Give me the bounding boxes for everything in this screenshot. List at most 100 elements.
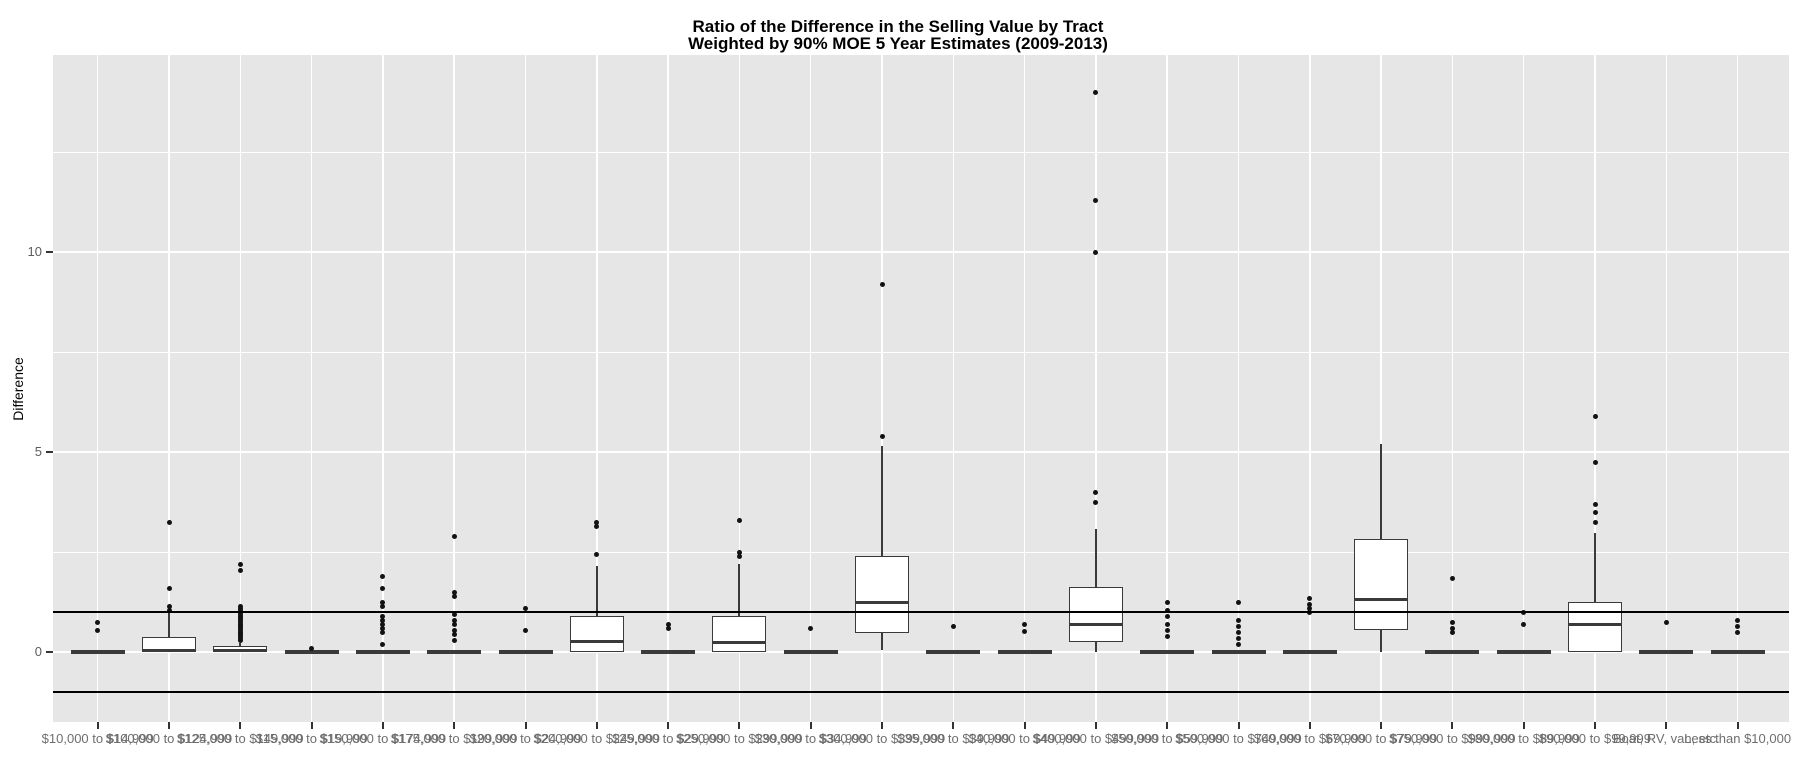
outlier-point xyxy=(879,433,885,439)
outlier-point xyxy=(380,625,386,631)
boxplot-collapsed xyxy=(997,650,1052,654)
outlier-point xyxy=(1236,641,1241,647)
outlier-point xyxy=(451,593,457,599)
outlier-point xyxy=(1093,89,1099,95)
boxplot-box xyxy=(855,556,909,633)
x-axis-tick xyxy=(809,722,812,729)
outlier-point xyxy=(1236,635,1241,641)
gridline-major xyxy=(53,451,1789,453)
outlier-point xyxy=(1164,607,1170,613)
x-axis-tick-label: $80,000 to $89,999 xyxy=(1467,731,1580,746)
outlier-point xyxy=(451,631,457,637)
gridline-vertical xyxy=(310,55,313,722)
boxplot-collapsed xyxy=(1140,650,1195,654)
boxplot-whisker-upper xyxy=(1594,533,1596,602)
x-axis-tick xyxy=(595,722,598,729)
y-axis-tick-label: 5 xyxy=(34,444,42,459)
gridline-vertical xyxy=(881,55,883,722)
x-axis-tick-label: $125,000 to $149,999 xyxy=(177,731,304,746)
gridline-vertical xyxy=(168,55,170,722)
outlier-point xyxy=(736,553,742,559)
boxplot-whisker-upper xyxy=(1380,444,1383,540)
x-axis-tick xyxy=(1308,722,1311,729)
y-axis-tick xyxy=(46,651,53,653)
boxplot-collapsed xyxy=(427,650,482,654)
x-axis-tick-label: $100,000 to $124,999 xyxy=(105,731,233,746)
outlier-point xyxy=(1164,613,1170,619)
outlier-point xyxy=(237,567,243,573)
x-axis-tick xyxy=(239,722,242,729)
x-axis-tick-label: $15,000 to $19,999 xyxy=(255,731,368,746)
boxplot-box xyxy=(1568,602,1622,652)
outlier-point xyxy=(451,637,457,643)
gridline-vertical xyxy=(952,55,955,722)
x-axis-tick xyxy=(738,722,741,729)
boxplot-collapsed xyxy=(1496,650,1551,654)
gridline-vertical xyxy=(1665,55,1668,722)
outlier-point xyxy=(1093,499,1099,505)
boxplot-median xyxy=(1354,597,1409,601)
gridline-minor xyxy=(53,551,1789,553)
outlier-point xyxy=(1592,502,1598,508)
gridline-vertical xyxy=(1522,55,1525,722)
x-axis-tick-label: $35,000 to $39,999 xyxy=(897,731,1010,746)
outlier-point xyxy=(1236,629,1241,635)
outlier-point xyxy=(950,624,956,630)
gridline-vertical xyxy=(809,55,812,722)
outlier-point xyxy=(1449,575,1455,581)
chart-title-line2: Weighted by 90% MOE 5 Year Estimates (20… xyxy=(688,34,1108,53)
outlier-point xyxy=(380,617,386,623)
outlier-point xyxy=(1521,622,1527,628)
x-axis-tick-label: $40,000 to $49,999 xyxy=(968,731,1081,746)
outlier-point xyxy=(95,619,101,625)
outlier-point xyxy=(451,627,457,633)
outlier-point xyxy=(665,621,671,627)
boxplot-median xyxy=(142,648,196,652)
outlier-point xyxy=(1164,627,1170,633)
boxplot-collapsed xyxy=(1425,650,1480,654)
outlier-point xyxy=(95,627,101,633)
outlier-point xyxy=(1093,197,1099,203)
y-axis-tick xyxy=(46,451,53,453)
plot-panel xyxy=(53,55,1789,722)
x-axis-tick xyxy=(1166,722,1169,729)
x-axis-tick xyxy=(1094,722,1097,729)
gridline-major xyxy=(53,251,1789,253)
gridline-vertical xyxy=(1237,55,1240,722)
x-axis-tick-label: $60,000 to $69,999 xyxy=(1253,731,1366,746)
outlier-point xyxy=(523,605,528,611)
reference-line xyxy=(53,691,1789,693)
gridline-vertical xyxy=(239,55,242,722)
outlier-point xyxy=(309,645,315,651)
x-axis-tick-label: $90,000 to $99,999 xyxy=(1538,731,1652,746)
outlier-point xyxy=(594,519,600,525)
boxplot-collapsed xyxy=(1211,650,1266,654)
x-axis-tick xyxy=(310,722,313,729)
outlier-point xyxy=(380,603,386,609)
outlier-point xyxy=(1449,629,1455,635)
boxplot-whisker-upper xyxy=(1094,529,1097,587)
x-axis-tick-label: $300,000 to $399,999 xyxy=(818,731,946,746)
outlier-point xyxy=(879,281,885,287)
x-axis-tick xyxy=(1380,722,1383,729)
boxplot-collapsed xyxy=(1282,650,1337,654)
outlier-point xyxy=(1093,249,1099,255)
gridline-vertical xyxy=(1166,55,1168,722)
boxplot-whisker-upper xyxy=(738,564,741,616)
x-axis-tick-label: $30,000 to $34,999 xyxy=(754,731,867,746)
outlier-point xyxy=(380,621,386,627)
outlier-point xyxy=(1164,633,1170,639)
outlier-point xyxy=(380,585,386,591)
outlier-point xyxy=(166,607,172,613)
x-axis-tick-label: $750,000 to $999,999 xyxy=(1389,731,1516,746)
outlier-point xyxy=(1735,629,1741,635)
outlier-point xyxy=(166,519,172,525)
outlier-point xyxy=(1236,599,1241,605)
outlier-point xyxy=(451,533,457,539)
boxplot-collapsed xyxy=(926,650,981,654)
boxplot-collapsed xyxy=(284,650,339,654)
outlier-point xyxy=(808,625,814,631)
x-axis-tick-label: $175,000 to $199,999 xyxy=(390,731,518,746)
gridline-vertical xyxy=(1451,55,1454,722)
